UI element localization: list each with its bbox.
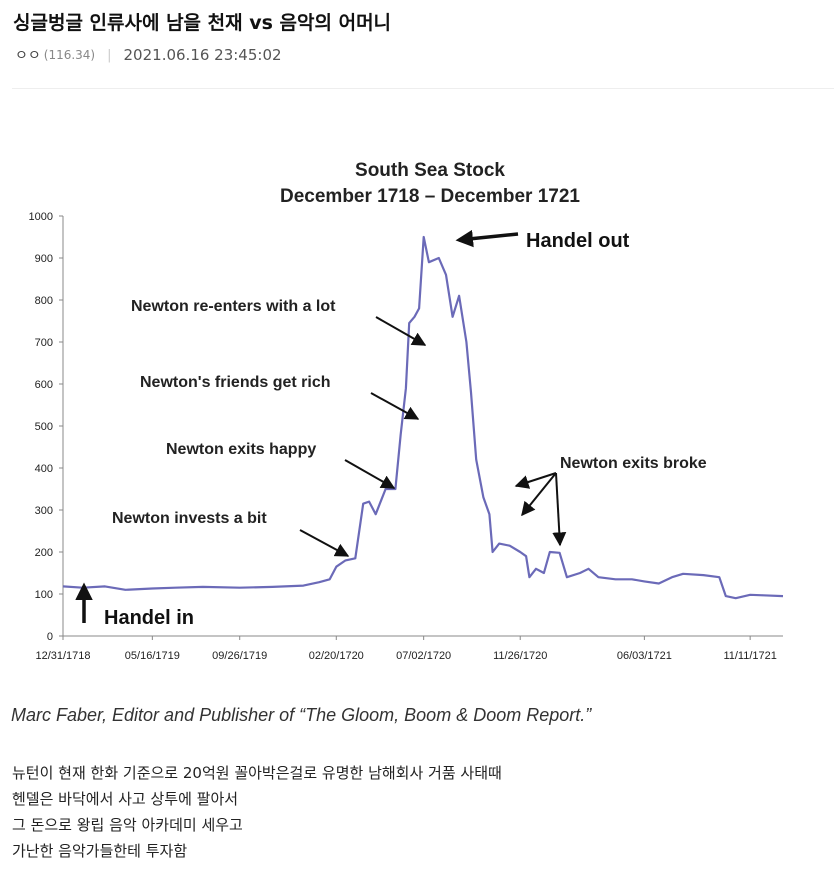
chart-caption: Marc Faber, Editor and Publisher of “The… — [11, 705, 592, 725]
annotation-label: Newton exits happy — [166, 441, 316, 458]
y-tick-label: 100 — [35, 589, 53, 601]
y-tick-label: 500 — [35, 421, 53, 433]
body-line: 뉴턴이 현재 한화 기준으로 20억원 꼴아박은걸로 유명한 남해회사 거품 사… — [12, 764, 502, 782]
annotation-arrow — [344, 459, 396, 489]
chart-axes: 0 100 200 300 400 500 600 700 800 900 1000 12/31/17… — [29, 211, 783, 662]
y-tick-label: 300 — [35, 505, 53, 517]
x-tick-label: 11/11/1721 — [723, 650, 776, 662]
y-tick-label: 600 — [35, 379, 53, 391]
chart-figure: South Sea Stock December 1718 – December… — [0, 140, 835, 680]
y-tick-label: 800 — [35, 295, 53, 307]
author-name[interactable]: ㅇㅇ — [15, 48, 41, 64]
body-line: 헨델은 바닥에서 사고 상투에 팔아서 — [12, 790, 239, 808]
annotation-label: Newton exits broke — [560, 455, 707, 472]
annotation-arrow — [521, 472, 557, 517]
body-line: 그 돈으로 왕립 음악 아카데미 세우고 — [12, 816, 243, 834]
annotation-arrow — [455, 229, 519, 248]
chart-annotations: Handel in Newton invests a bit Newton exit… — [75, 229, 707, 629]
annotation-label: Handel in — [104, 607, 194, 629]
y-tick-label: 900 — [35, 253, 53, 265]
x-tick-label: 11/26/1720 — [493, 650, 547, 662]
annotation-arrow — [375, 316, 427, 346]
post-title: 싱글벙글 인류사에 남을 천재 vs 음악의 어머니 — [13, 12, 392, 34]
price-line — [62, 235, 784, 600]
annotation-arrow — [299, 529, 350, 557]
y-tick-label: 400 — [35, 463, 53, 475]
chart-subtitle: December 1718 – December 1721 — [280, 186, 580, 207]
meta-separator: | — [107, 47, 112, 63]
annotation-label: Newton invests a bit — [112, 510, 267, 527]
post-body: 뉴턴이 현재 한화 기준으로 20억원 꼴아박은걸로 유명한 남해회사 거품 사… — [12, 760, 502, 864]
post-meta: ㅇㅇ (116.34) | 2021.06.16 23:45:02 — [15, 45, 282, 65]
annotation-arrow — [370, 392, 420, 420]
x-tick-label: 02/20/1720 — [309, 650, 364, 662]
x-tick-label: 06/03/1721 — [617, 650, 672, 662]
y-tick-label: 1000 — [29, 211, 53, 223]
x-tick-label: 07/02/1720 — [396, 650, 451, 662]
x-tick-label: 05/16/1719 — [125, 650, 180, 662]
post-date: 2021.06.16 23:45:02 — [123, 46, 282, 64]
y-tick-label: 0 — [47, 631, 53, 643]
annotation-label: Handel out — [526, 230, 630, 252]
author-ip: (116.34) — [43, 48, 96, 62]
header-divider — [12, 88, 834, 89]
y-tick-label: 200 — [35, 547, 53, 559]
annotation-arrow — [514, 472, 557, 489]
south-sea-stock-chart: South Sea Stock December 1718 – December… — [29, 160, 784, 662]
chart-title: South Sea Stock — [355, 160, 505, 181]
y-tick-label: 700 — [35, 337, 53, 349]
body-line: 가난한 음악가들한테 투자함 — [12, 842, 188, 860]
annotation-label: Newton re-enters with a lot — [131, 298, 336, 315]
x-tick-label: 12/31/1718 — [35, 650, 90, 662]
x-tick-label: 09/26/1719 — [212, 650, 267, 662]
chart-series — [62, 235, 784, 600]
annotation-arrow — [552, 472, 567, 547]
annotation-label: Newton's friends get rich — [140, 374, 331, 391]
